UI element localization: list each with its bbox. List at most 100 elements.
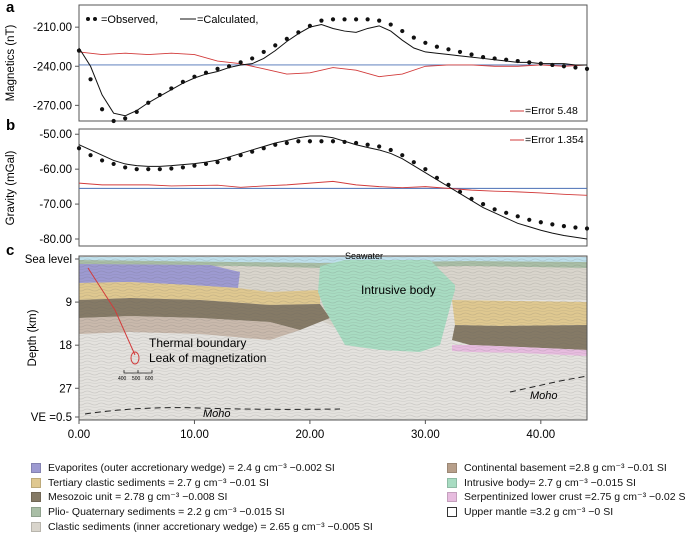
a-observed-point: [134, 109, 139, 114]
b-calculated-series: [78, 135, 588, 240]
b-observed-point: [319, 139, 324, 144]
a-observed-point: [377, 18, 382, 23]
left-legend-swatch: [31, 492, 41, 503]
b-observed-point: [446, 182, 451, 187]
a-observed-point: [400, 28, 405, 34]
b-observed-point: [88, 153, 93, 158]
panel-c-ylabel: Depth (km): [27, 309, 39, 366]
panel-c-frame: [78, 255, 588, 421]
left-legend-row: Plio- Quaternary sediments = 2.2 g cm⁻³ …: [31, 505, 373, 520]
b-observed-point: [388, 147, 393, 153]
a-observed-point: [146, 100, 151, 105]
a-observed-point: [111, 118, 116, 124]
a-observed-point: [88, 77, 93, 82]
b-observed-point: [180, 165, 186, 170]
left-legend-row: Mesozoic unit = 2.78 g cm⁻³ −0.008 SI: [31, 490, 373, 505]
a-observed-point: [515, 58, 520, 64]
b-observed-point: [192, 163, 197, 168]
c-xtick-label: 0.00: [68, 429, 90, 441]
right-legend-label: Intrusive body= 2.7 g cm⁻³ −0.015 SI: [464, 476, 636, 489]
a-observed-point: [538, 61, 543, 66]
b-observed-point: [550, 222, 555, 227]
seismic-texture: [79, 256, 587, 420]
right-legend-label: Continental basement =2.8 g cm⁻³ −0.01 S…: [464, 462, 667, 475]
b-ytick-label: -50.00: [39, 129, 72, 141]
magnetization-leak-marker: [130, 351, 140, 365]
b-observed-point: [111, 161, 116, 167]
a-ytick-label: -240.00: [33, 61, 72, 73]
a-observed-point: [561, 64, 567, 69]
right-legend-row: Continental basement =2.8 g cm⁻³ −0.01 S…: [447, 461, 685, 476]
right-legend-swatch: [447, 507, 457, 518]
panel-c-section: Depth (km) 0.00 10.00 20.00 30.00 40.00 Sea l…: [25, 251, 588, 441]
left-legend-row: Tertiary clastic sediments = 2.7 g cm⁻³ …: [31, 476, 373, 491]
a-observed-point: [215, 66, 220, 71]
b-observed-point: [296, 139, 301, 144]
panel-a-magnetics: Magnetics (nT) -210.00 -240.00 -270.00 =Ob…: [5, 4, 590, 124]
b-observed-point: [76, 146, 82, 151]
a-observed-point: [192, 74, 197, 79]
c-xtick-label: 40.00: [526, 429, 555, 441]
b-observed-point: [238, 153, 243, 158]
b-observed-point: [273, 142, 278, 147]
a-observed-point: [330, 17, 336, 22]
b-observed-point: [169, 166, 174, 171]
left-legend-swatch: [31, 463, 41, 474]
b-ytick-label: -70.00: [39, 199, 72, 211]
a-observed-point: [157, 92, 162, 98]
left-legend-label: Evaporites (outer accretionary wedge) = …: [48, 462, 335, 475]
a-observed-point: [319, 18, 324, 23]
a-observed-point: [446, 47, 451, 52]
b-observed-point: [527, 217, 532, 222]
right-legend-label: Upper mantle =3.2 g cm⁻³ −0 SI: [464, 506, 614, 519]
b-observed-point: [365, 142, 370, 147]
b-observed-point: [134, 167, 139, 172]
c-ytick-label: 18: [59, 340, 72, 352]
moho-label-right: Moho: [530, 390, 558, 402]
b-observed-point: [284, 140, 289, 146]
a-error-series: [78, 51, 588, 78]
thermal-boundary-line: [87, 267, 136, 356]
b-observed-point: [457, 189, 463, 194]
right-legend-row: Intrusive body= 2.7 g cm⁻³ −0.015 SI: [447, 476, 685, 491]
a-observed-point: [226, 64, 232, 69]
b-observed-point: [573, 225, 578, 230]
a-observed-point: [469, 52, 474, 57]
b-observed-point: [411, 160, 416, 165]
a-ytick-label: -270.00: [33, 100, 72, 112]
a-observed-point: [203, 70, 209, 75]
b-observed-point: [480, 201, 486, 207]
a-observed-point: [457, 49, 463, 55]
left-legend-row: Clastic sediments (inner accretionary we…: [31, 519, 373, 534]
a-observed-point: [365, 17, 370, 22]
a-observed-point: [423, 40, 428, 45]
moho-label-left: Moho: [203, 408, 231, 420]
a-observed-point: [573, 65, 578, 70]
legend-left: Evaporites (outer accretionary wedge) = …: [31, 461, 373, 534]
a-observed-point: [388, 22, 393, 27]
intrusive-body-label: Intrusive body: [361, 283, 436, 297]
leak-magnetization-label: Leak of magnetization: [149, 351, 266, 365]
c-xtick-label: 10.00: [180, 429, 209, 441]
legend-error-label-b: =Error 1.354: [525, 134, 584, 146]
a-observed-point: [296, 30, 301, 35]
c-ytick-label: 9: [66, 297, 72, 309]
c-xtick-label: 20.00: [296, 429, 325, 441]
panel-b-frame: [78, 128, 588, 247]
b-observed-point: [423, 167, 428, 172]
a-observed-point: [169, 86, 174, 91]
left-legend-label: Mesozoic unit = 2.78 g cm⁻³ −0.008 SI: [48, 491, 228, 504]
b-observed-point: [492, 207, 497, 212]
b-observed-point: [215, 160, 220, 165]
a-observed-point: [527, 60, 532, 65]
b-observed-point: [307, 139, 313, 144]
a-observed-point: [123, 116, 128, 121]
panel-a-frame: [78, 4, 588, 122]
moho-line-right: [509, 375, 587, 393]
c-xtick-label: 30.00: [411, 429, 440, 441]
a-observed-point: [307, 23, 313, 28]
right-legend-swatch: [447, 492, 457, 503]
c-ytick-label: Sea level: [25, 254, 72, 266]
left-legend-row: Evaporites (outer accretionary wedge) = …: [31, 461, 373, 476]
c-ytick-label: 27: [59, 383, 72, 395]
